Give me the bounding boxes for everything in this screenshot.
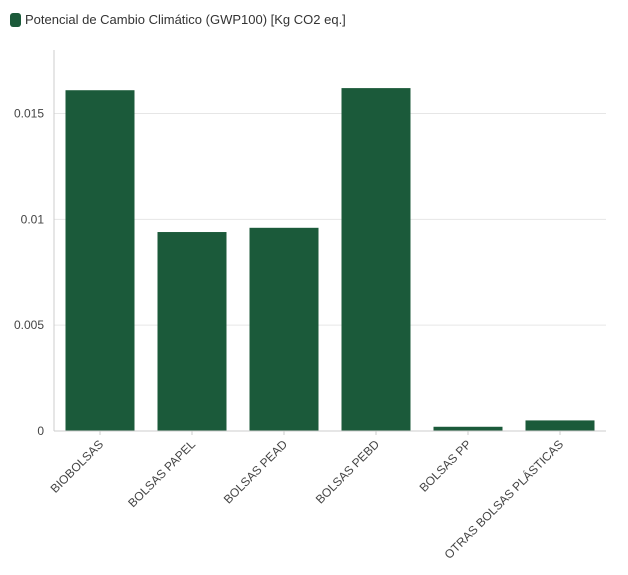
y-tick-label: 0.005 (14, 318, 44, 332)
x-tick-label: BOLSAS PEBD (313, 437, 383, 507)
bar[interactable] (249, 227, 319, 431)
bar[interactable] (433, 426, 503, 431)
y-tick-label: 0.015 (14, 107, 44, 121)
x-tick-label: BOLSAS PP (417, 437, 475, 495)
bar[interactable] (157, 232, 227, 431)
x-tick-label: BOLSAS PEAD (221, 437, 291, 507)
bar[interactable] (341, 88, 411, 431)
chart-legend: Potencial de Cambio Climático (GWP100) [… (10, 12, 346, 27)
y-tick-label: 0 (37, 424, 44, 438)
bar[interactable] (525, 420, 595, 431)
x-tick-label: BIOBOLSAS (48, 437, 106, 495)
bar[interactable] (65, 90, 135, 431)
bars (65, 88, 595, 431)
x-tick-label: BOLSAS PAPEL (125, 437, 198, 510)
legend-swatch (10, 12, 21, 27)
grid-lines (54, 113, 606, 326)
y-tick-label: 0.01 (21, 212, 45, 226)
axes (53, 50, 606, 435)
legend-label: Potencial de Cambio Climático (GWP100) [… (25, 12, 346, 27)
